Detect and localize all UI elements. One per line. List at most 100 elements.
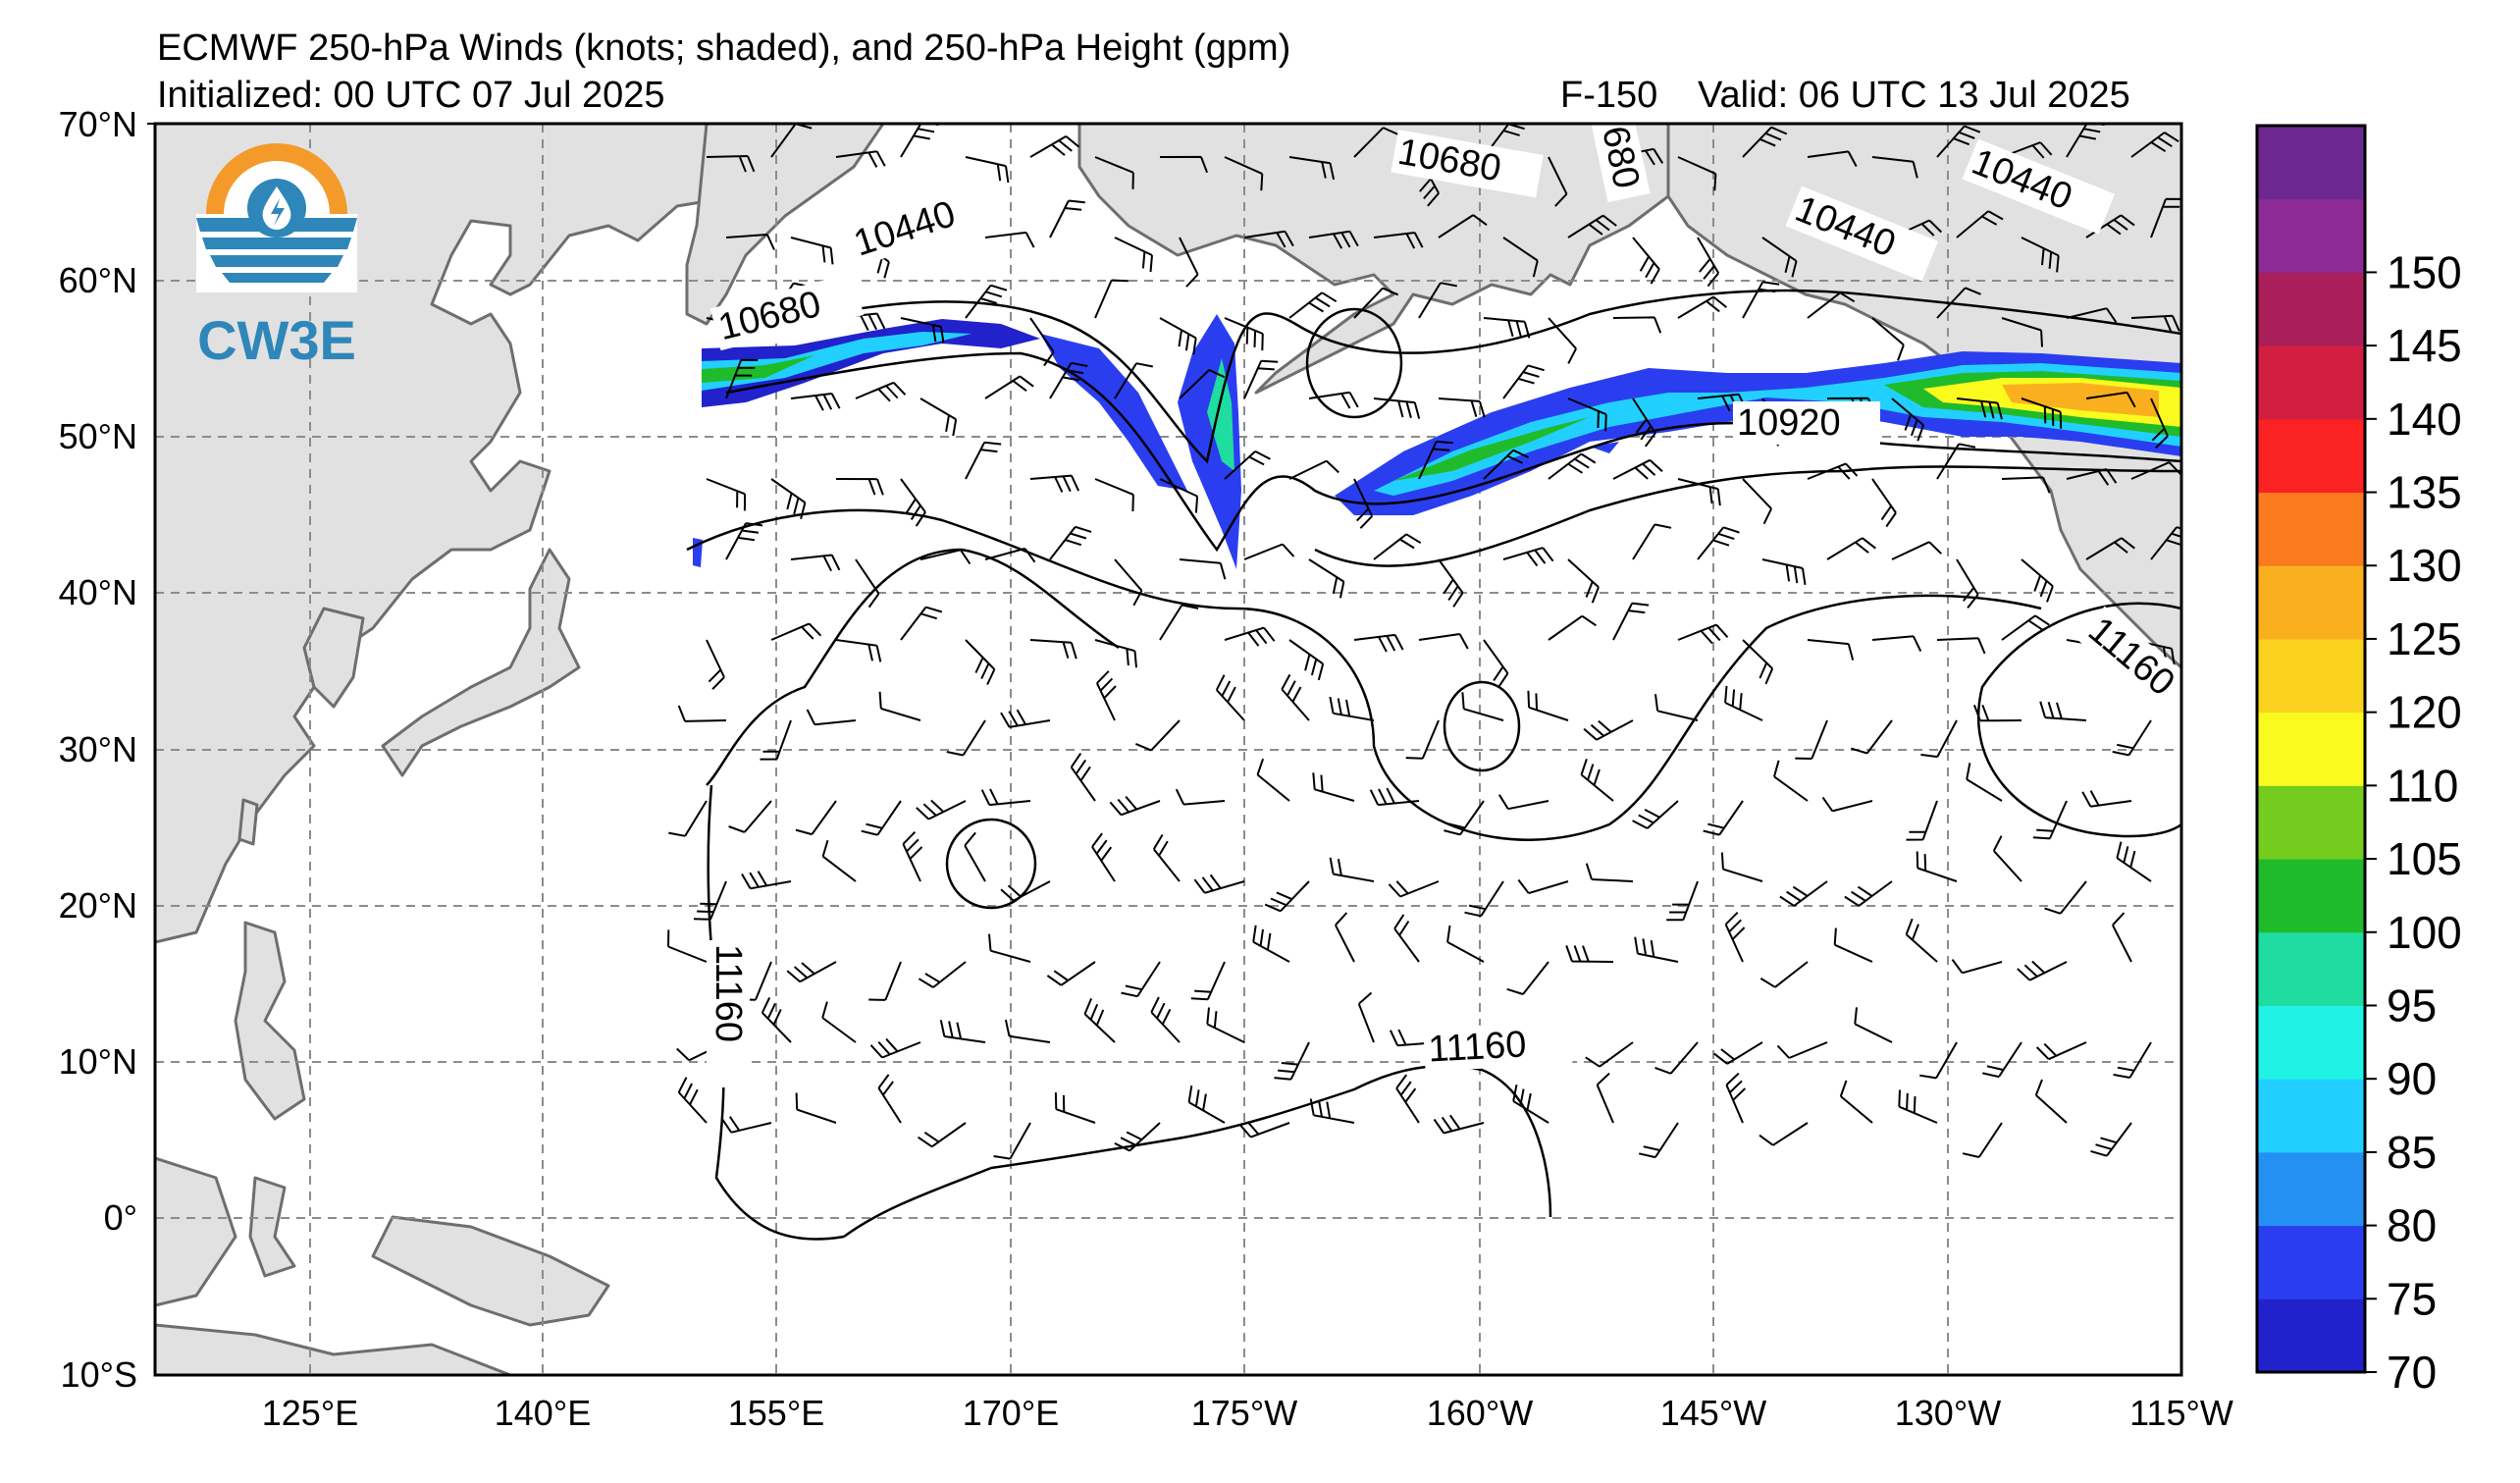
- wind-barb: [1179, 558, 1227, 580]
- wind-barb: [1029, 317, 1055, 367]
- wind-barb: [1585, 863, 1634, 882]
- wind-barb: [795, 1092, 837, 1124]
- wind-barb: [1114, 362, 1153, 399]
- wind-barb: [1677, 623, 1729, 645]
- wind-barb: [1713, 1041, 1763, 1065]
- wind-barb: [1634, 936, 1679, 963]
- wind-barb: [1483, 639, 1509, 688]
- longitude-axis: 125°E 140°E 155°E 170°E 175°W 160°W 145°…: [262, 1393, 2233, 1433]
- valid-time: Valid: 06 UTC 13 Jul 2025: [1698, 75, 2130, 116]
- initialized-time: Initialized: 00 UTC 07 Jul 2025: [157, 75, 665, 116]
- wind-barb: [1871, 478, 1897, 528]
- wind-barb: [1353, 287, 1399, 319]
- colorbar-swatch: [2257, 1079, 2365, 1153]
- wind-barb: [725, 522, 763, 560]
- wind-barb: [919, 549, 971, 565]
- wind-barb: [2130, 132, 2179, 158]
- wind-barb: [1585, 1041, 1634, 1068]
- colorbar-label: 90: [2387, 1053, 2437, 1104]
- wind-barb: [1049, 525, 1092, 560]
- jet-blob-2: [1590, 442, 1619, 453]
- wind-barb: [1083, 998, 1116, 1043]
- wind-barb: [835, 478, 884, 496]
- wind-barb: [1288, 291, 1338, 319]
- colorbar-swatch: [2257, 931, 2365, 1006]
- wind-barb: [1502, 547, 1554, 567]
- contour-label: 11160: [708, 944, 749, 1042]
- wind-barb: [770, 478, 807, 519]
- wind-barb: [1982, 1041, 2022, 1079]
- wind-barb: [821, 839, 857, 882]
- wind-barb: [1871, 635, 1922, 653]
- wind-barb: [1936, 287, 1981, 319]
- jet-east-orange: [2002, 383, 2159, 417]
- wind-barb: [988, 933, 1031, 963]
- wind-barb: [1966, 763, 2003, 802]
- lat-label: 50°N: [59, 416, 137, 456]
- cw3e-logo: CW3E: [196, 143, 357, 371]
- wind-barb: [1612, 602, 1650, 641]
- lon-label: 175°W: [1191, 1393, 1297, 1433]
- wind-barb: [1666, 880, 1699, 922]
- wind-barb: [1187, 1086, 1226, 1124]
- colorbar-label: 125: [2387, 613, 2462, 664]
- wind-barb: [1109, 795, 1161, 817]
- wind-barb: [984, 547, 1036, 563]
- wind-barb: [2044, 880, 2087, 915]
- colorbar-label: 145: [2387, 320, 2462, 371]
- colorbar-swatch: [2257, 785, 2365, 860]
- wind-barb: [2116, 841, 2152, 882]
- wind-barb: [2032, 800, 2068, 840]
- lat-label: 10°S: [61, 1354, 137, 1395]
- philippines: [234, 921, 306, 1121]
- wind-barb: [1506, 961, 1549, 995]
- wind-barb: [1179, 368, 1226, 399]
- wind-barb: [835, 639, 882, 662]
- korea: [302, 607, 365, 709]
- wind-barb: [1152, 833, 1181, 882]
- wind-barb: [1871, 156, 1918, 179]
- wind-barb: [1891, 397, 1925, 442]
- wind-barb: [2039, 701, 2087, 721]
- wind-barb: [1175, 788, 1226, 806]
- wind-barb: [1956, 210, 2004, 238]
- wind-barb: [1094, 478, 1134, 512]
- wind-barb: [1759, 961, 1809, 988]
- lat-lon-gridlines: [155, 124, 2181, 1375]
- colorbar-swatch: [2257, 198, 2365, 273]
- wind-barb: [741, 871, 792, 890]
- wind-barb: [706, 639, 725, 690]
- wind-barb: [2021, 558, 2054, 603]
- wind-barb: [1353, 127, 1399, 158]
- map-title: ECMWF 250-hPa Winds (knots; shaded), and…: [157, 27, 1291, 69]
- lat-label: 40°N: [59, 572, 137, 612]
- wind-barb: [877, 1074, 902, 1124]
- wind-barb: [1004, 1019, 1051, 1043]
- wind-barb: [2066, 124, 2105, 158]
- wind-barb: [2034, 1079, 2068, 1124]
- wind-barb: [1677, 156, 1717, 191]
- wind-barb: [984, 231, 1035, 248]
- wind-barb: [855, 558, 880, 609]
- wind-barb: [1159, 604, 1199, 641]
- colorbar-swatch: [2257, 565, 2365, 640]
- wind-barb: [790, 393, 841, 411]
- wind-barb: [1049, 199, 1085, 238]
- wind-barb: [878, 691, 921, 721]
- wind-barb: [965, 284, 1008, 319]
- wind-barb: [1761, 558, 1807, 586]
- land-masses: [155, 124, 2181, 1375]
- wind-barb: [667, 929, 708, 963]
- wind-barb: [1548, 614, 1597, 641]
- wind-barb: [900, 317, 945, 344]
- wind-barb: [964, 831, 986, 882]
- wind-barb: [902, 830, 923, 882]
- wind-barb: [1638, 1122, 1679, 1159]
- wind-barb: [2001, 476, 2051, 494]
- jet-west-max: [702, 355, 814, 383]
- wind-barb: [1070, 753, 1096, 802]
- wind-barb: [1916, 851, 1958, 882]
- wind-barb: [728, 800, 772, 833]
- wind-barb: [918, 1122, 967, 1148]
- wind-barb: [790, 237, 834, 265]
